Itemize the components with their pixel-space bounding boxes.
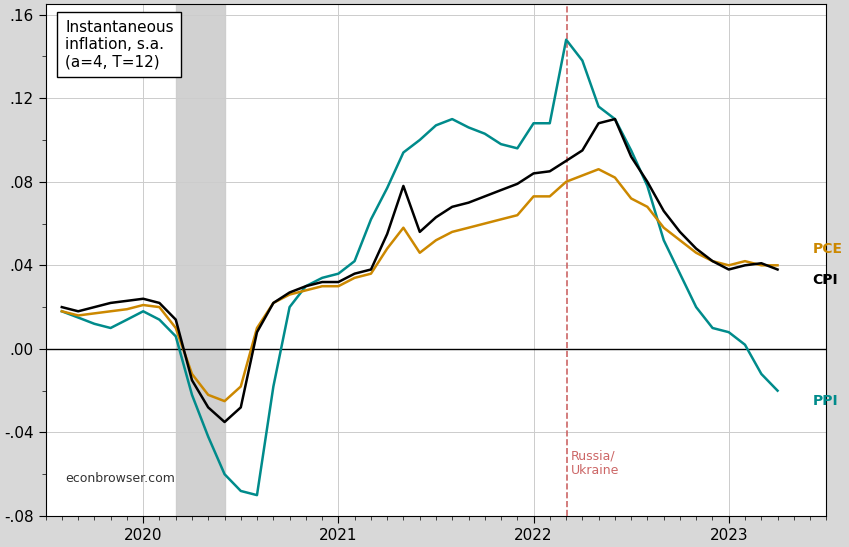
Text: PPI: PPI [812,394,838,408]
Text: Instantaneous
inflation, s.a.
(a=4, T=12): Instantaneous inflation, s.a. (a=4, T=12… [65,20,174,69]
Text: econbrowser.com: econbrowser.com [65,472,175,485]
Text: PCE: PCE [812,242,843,255]
Text: Russia/
Ukraine: Russia/ Ukraine [571,449,619,477]
Text: CPI: CPI [812,273,838,287]
Bar [177,4,225,516]
